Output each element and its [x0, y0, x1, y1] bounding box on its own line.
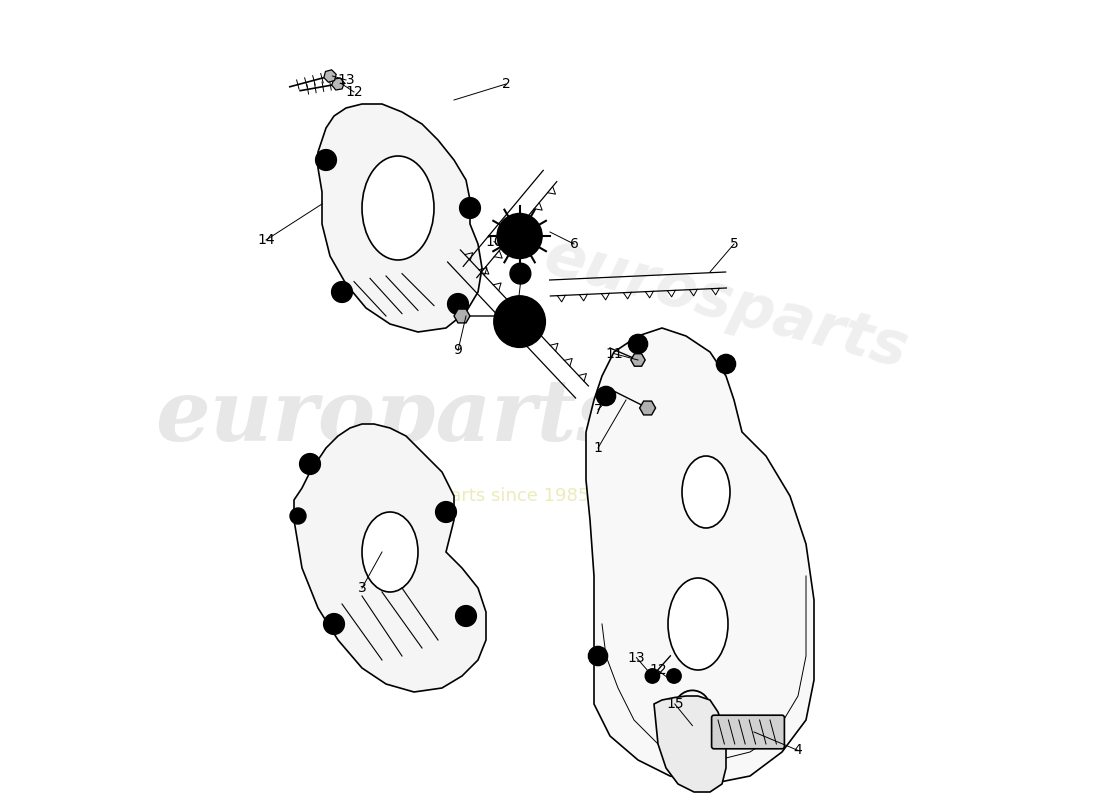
Circle shape [497, 214, 542, 258]
Text: 12: 12 [345, 85, 363, 99]
Text: 15: 15 [666, 697, 683, 711]
Circle shape [299, 454, 320, 474]
Circle shape [316, 150, 337, 170]
Circle shape [494, 296, 546, 347]
Polygon shape [586, 328, 814, 784]
Text: 9: 9 [453, 343, 462, 358]
Text: a passionate parts since 1985: a passionate parts since 1985 [318, 487, 590, 505]
Circle shape [436, 502, 456, 522]
Circle shape [514, 315, 526, 328]
Circle shape [667, 669, 681, 683]
Circle shape [290, 508, 306, 524]
Circle shape [323, 614, 344, 634]
Text: 13: 13 [628, 650, 646, 665]
Text: 3: 3 [358, 581, 366, 595]
Circle shape [505, 307, 534, 336]
Polygon shape [318, 104, 482, 332]
Text: 5: 5 [729, 237, 738, 251]
Circle shape [455, 606, 476, 626]
Circle shape [596, 386, 616, 406]
Ellipse shape [668, 578, 728, 670]
Circle shape [331, 282, 352, 302]
Text: 10: 10 [485, 234, 503, 249]
Text: 4: 4 [793, 743, 802, 758]
FancyBboxPatch shape [712, 715, 784, 749]
Polygon shape [654, 696, 726, 792]
Ellipse shape [362, 156, 435, 260]
Circle shape [516, 269, 525, 278]
Polygon shape [630, 354, 646, 366]
Circle shape [646, 669, 660, 683]
Polygon shape [294, 424, 486, 692]
Circle shape [588, 646, 607, 666]
Text: 12: 12 [649, 663, 667, 678]
Polygon shape [454, 309, 470, 323]
Text: 6: 6 [570, 237, 579, 251]
Circle shape [628, 334, 648, 354]
Ellipse shape [682, 456, 730, 528]
Circle shape [508, 225, 531, 247]
Text: 11: 11 [605, 346, 623, 361]
Text: 7: 7 [594, 402, 603, 417]
Ellipse shape [362, 512, 418, 592]
Text: eurosparts: eurosparts [538, 227, 914, 381]
Text: europarts: europarts [155, 374, 625, 458]
Circle shape [510, 263, 531, 284]
Text: 1: 1 [594, 441, 603, 455]
Text: 13: 13 [338, 73, 355, 87]
Circle shape [671, 673, 678, 679]
Polygon shape [332, 78, 344, 90]
Circle shape [716, 354, 736, 374]
Text: 2: 2 [502, 77, 510, 91]
Circle shape [448, 294, 469, 314]
Circle shape [460, 198, 481, 218]
Text: 8: 8 [509, 330, 518, 345]
Text: 14: 14 [257, 233, 275, 247]
Polygon shape [639, 401, 656, 415]
Polygon shape [323, 70, 337, 82]
